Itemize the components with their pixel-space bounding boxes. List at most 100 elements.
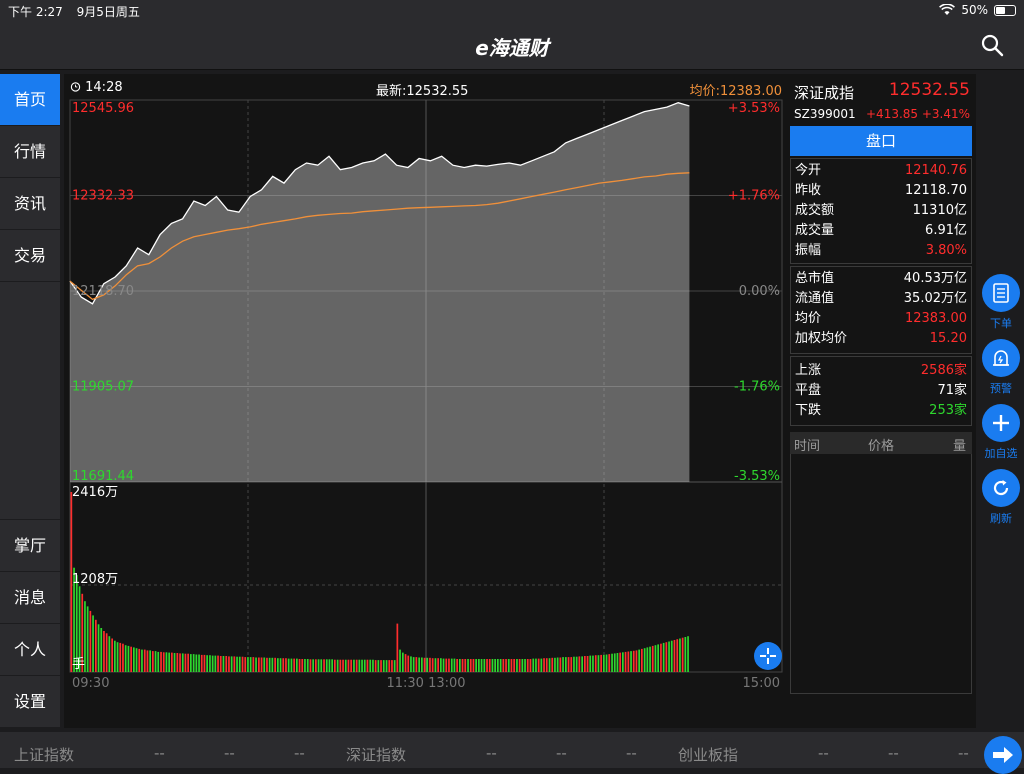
volume-bar (472, 659, 475, 672)
volume-bar (244, 657, 247, 672)
volume-bar (573, 656, 575, 672)
volume-bar (456, 659, 458, 672)
order-label: 下单 (990, 317, 1012, 330)
index-change-pct: +3.41% (921, 107, 970, 121)
nav-bar: e海通财 (0, 20, 1024, 70)
quote-group-price: 今开 12140.76 昨收 12118.70 成交额 11310亿 成交量 6.91亿 振幅 3… (790, 158, 972, 264)
x-tick-mid: 11:30 13:00 (386, 676, 465, 691)
refresh-icon (993, 480, 1009, 496)
volume-bar (339, 659, 342, 672)
volume-bar (89, 610, 92, 672)
volume-bar (597, 655, 600, 672)
volume-bar (540, 658, 543, 672)
trade-list[interactable] (790, 454, 972, 694)
volume-bar (382, 660, 385, 672)
ticker-next-button[interactable] (984, 736, 1022, 774)
ticker-value: -- (224, 744, 235, 762)
y-tick-right: 0.00% (739, 284, 780, 299)
volume-bar (181, 653, 184, 672)
price-area (70, 102, 690, 482)
volume-bar (673, 640, 676, 672)
volume-bar (124, 645, 127, 672)
quote-row: 振幅 3.80% (791, 241, 971, 261)
volume-bar (567, 657, 570, 672)
sidebar-item-1[interactable]: 行情 (0, 126, 60, 178)
volume-bar (526, 659, 529, 672)
index-code: SZ399001 (794, 107, 856, 121)
volume-bar (681, 637, 684, 672)
refresh-button[interactable]: 刷新 (978, 469, 1024, 534)
volume-bar (679, 638, 681, 672)
trade-list-header: 时间 价格 量 (790, 432, 972, 454)
volume-bar (668, 641, 670, 672)
volume-bar (562, 657, 564, 672)
volume-bar (157, 651, 160, 672)
volume-bar (320, 659, 323, 672)
volume-bar (363, 659, 366, 672)
wifi-icon (939, 4, 956, 15)
volume-bar (407, 655, 410, 672)
volume-bar (247, 657, 249, 672)
volume-bar (537, 658, 540, 672)
volume-bar (641, 648, 643, 672)
volume-bar (133, 647, 135, 672)
index-change: +413.85 (866, 107, 919, 121)
volume-bar (578, 656, 581, 672)
volume-bar (103, 631, 105, 672)
sidebar-bottom-item-1[interactable]: 消息 (0, 572, 60, 624)
pankou-tab[interactable]: 盘口 (790, 126, 972, 156)
volume-bar (374, 660, 377, 672)
volume-bar (630, 651, 632, 672)
volume-bar (372, 659, 374, 672)
volume-bar (638, 649, 640, 672)
ticker-value: -- (556, 744, 567, 762)
y-tick-left: 11905.07 (72, 380, 134, 395)
y-tick-right: -3.53% (734, 469, 780, 484)
add-watchlist-button[interactable]: 加自选 (978, 404, 1024, 469)
volume-bar (277, 658, 279, 672)
quote-value: 253家 (929, 403, 967, 418)
volume-bar (554, 657, 556, 672)
volume-bar (81, 593, 84, 672)
order-button[interactable]: 下单 (978, 274, 1024, 339)
volume-bar (222, 656, 225, 672)
sidebar-bottom-item-0[interactable]: 掌厅 (0, 520, 60, 572)
volume-bar (315, 659, 317, 672)
quote-value: 12118.70 (904, 183, 967, 198)
volume-bar (507, 659, 510, 672)
intraday-chart[interactable]: 12545.96 12332.33 12118.70 11905.07 11691.44… (64, 74, 786, 694)
volume-bar (70, 492, 73, 672)
volume-bar (100, 628, 103, 672)
quote-group-value: 总市值 40.53万亿 流通值 35.02万亿 均价 12383.00 加权均价 15.20 (790, 266, 972, 354)
volume-bar (592, 655, 594, 672)
volume-bar (486, 659, 488, 672)
y-tick-right: -1.76% (734, 380, 780, 395)
search-icon[interactable] (980, 33, 1004, 57)
volume-bar (497, 659, 499, 672)
volume-bar (393, 660, 396, 672)
volume-bar (296, 658, 298, 672)
expand-icon[interactable] (754, 642, 782, 670)
quote-label: 均价 (795, 311, 822, 326)
sidebar-item-3[interactable]: 交易 (0, 230, 60, 282)
sidebar-bottom-item-3[interactable]: 设置 (0, 676, 60, 728)
volume-bar (282, 658, 285, 672)
index-ticker[interactable]: 上证指数 -- -- -- 深证指数 -- -- -- 创业板指 -- -- -… (0, 732, 1024, 768)
volume-bar (464, 659, 467, 672)
quote-label: 加权均价 (795, 331, 848, 346)
sidebar-bottom-item-2[interactable]: 个人 (0, 624, 60, 676)
sidebar-item-2[interactable]: 资讯 (0, 178, 60, 230)
quote-row: 总市值 40.53万亿 (791, 269, 971, 289)
volume-bar (325, 659, 328, 672)
volume-bar (331, 659, 333, 672)
volume-bar (643, 648, 646, 672)
alarm-label: 预警 (990, 382, 1012, 395)
volume-bar (461, 659, 464, 672)
volume-bar (616, 653, 619, 672)
volume-bar (149, 650, 151, 672)
volume-bar (127, 645, 130, 672)
alarm-button[interactable]: 预警 (978, 339, 1024, 404)
volume-bar (116, 642, 119, 672)
sidebar-item-0[interactable]: 首页 (0, 74, 60, 126)
volume-bar (355, 659, 358, 672)
